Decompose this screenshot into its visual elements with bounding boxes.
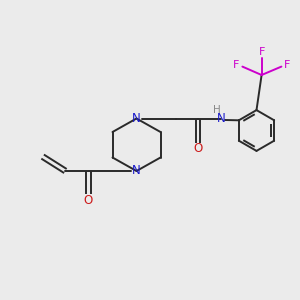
Text: H: H — [213, 105, 221, 115]
Text: N: N — [217, 112, 226, 125]
Text: F: F — [258, 47, 265, 57]
Text: N: N — [132, 164, 141, 178]
Text: N: N — [132, 112, 141, 125]
Text: F: F — [284, 60, 291, 70]
Text: O: O — [194, 142, 202, 155]
Text: O: O — [84, 194, 93, 207]
Text: F: F — [233, 60, 240, 70]
